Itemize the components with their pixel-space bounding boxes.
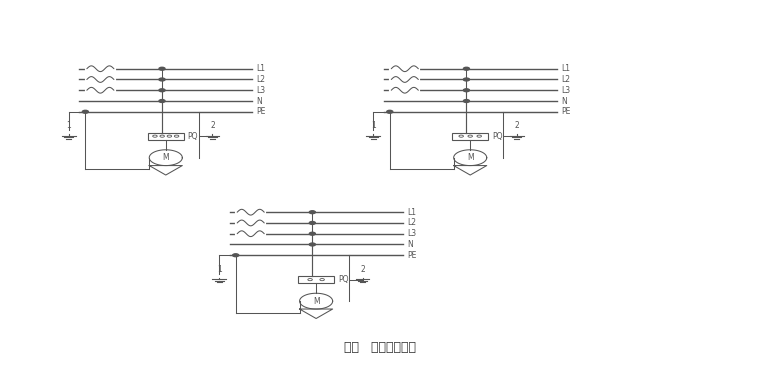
Text: M: M bbox=[313, 297, 319, 306]
Text: PQ: PQ bbox=[188, 132, 198, 141]
Text: L3: L3 bbox=[407, 229, 416, 238]
Circle shape bbox=[159, 99, 165, 102]
Bar bbox=[147, 132, 184, 140]
Text: M: M bbox=[467, 153, 473, 162]
Text: PE: PE bbox=[257, 107, 266, 116]
Circle shape bbox=[159, 78, 165, 81]
Text: L3: L3 bbox=[257, 86, 266, 95]
Circle shape bbox=[387, 110, 393, 113]
Bar bbox=[452, 132, 488, 140]
Text: PE: PE bbox=[407, 251, 416, 260]
Text: L1: L1 bbox=[257, 64, 266, 73]
Text: 1: 1 bbox=[66, 121, 71, 130]
Circle shape bbox=[309, 243, 315, 246]
Bar bbox=[298, 276, 334, 283]
Circle shape bbox=[309, 232, 315, 235]
Circle shape bbox=[464, 89, 470, 92]
Text: N: N bbox=[407, 240, 413, 249]
Text: 1: 1 bbox=[371, 121, 375, 130]
Text: 2: 2 bbox=[360, 265, 365, 273]
Text: 2: 2 bbox=[515, 121, 519, 130]
Circle shape bbox=[159, 89, 165, 92]
Text: 2: 2 bbox=[210, 121, 215, 130]
Text: PE: PE bbox=[561, 107, 571, 116]
Circle shape bbox=[309, 222, 315, 224]
Text: 1: 1 bbox=[217, 265, 221, 273]
Circle shape bbox=[233, 254, 239, 257]
Text: 图二   漏电接线示意: 图二 漏电接线示意 bbox=[344, 341, 416, 354]
Text: N: N bbox=[257, 97, 262, 105]
Text: N: N bbox=[561, 97, 567, 105]
Text: L2: L2 bbox=[561, 75, 570, 84]
Circle shape bbox=[464, 67, 470, 70]
Text: L3: L3 bbox=[561, 86, 570, 95]
Circle shape bbox=[464, 78, 470, 81]
Text: L1: L1 bbox=[561, 64, 570, 73]
Text: L2: L2 bbox=[407, 218, 416, 228]
Circle shape bbox=[309, 211, 315, 214]
Circle shape bbox=[82, 110, 88, 113]
Circle shape bbox=[464, 99, 470, 102]
Text: PQ: PQ bbox=[492, 132, 502, 141]
Circle shape bbox=[159, 67, 165, 70]
Text: L2: L2 bbox=[257, 75, 266, 84]
Text: PQ: PQ bbox=[338, 275, 348, 284]
Text: L1: L1 bbox=[407, 208, 416, 217]
Text: M: M bbox=[163, 153, 169, 162]
